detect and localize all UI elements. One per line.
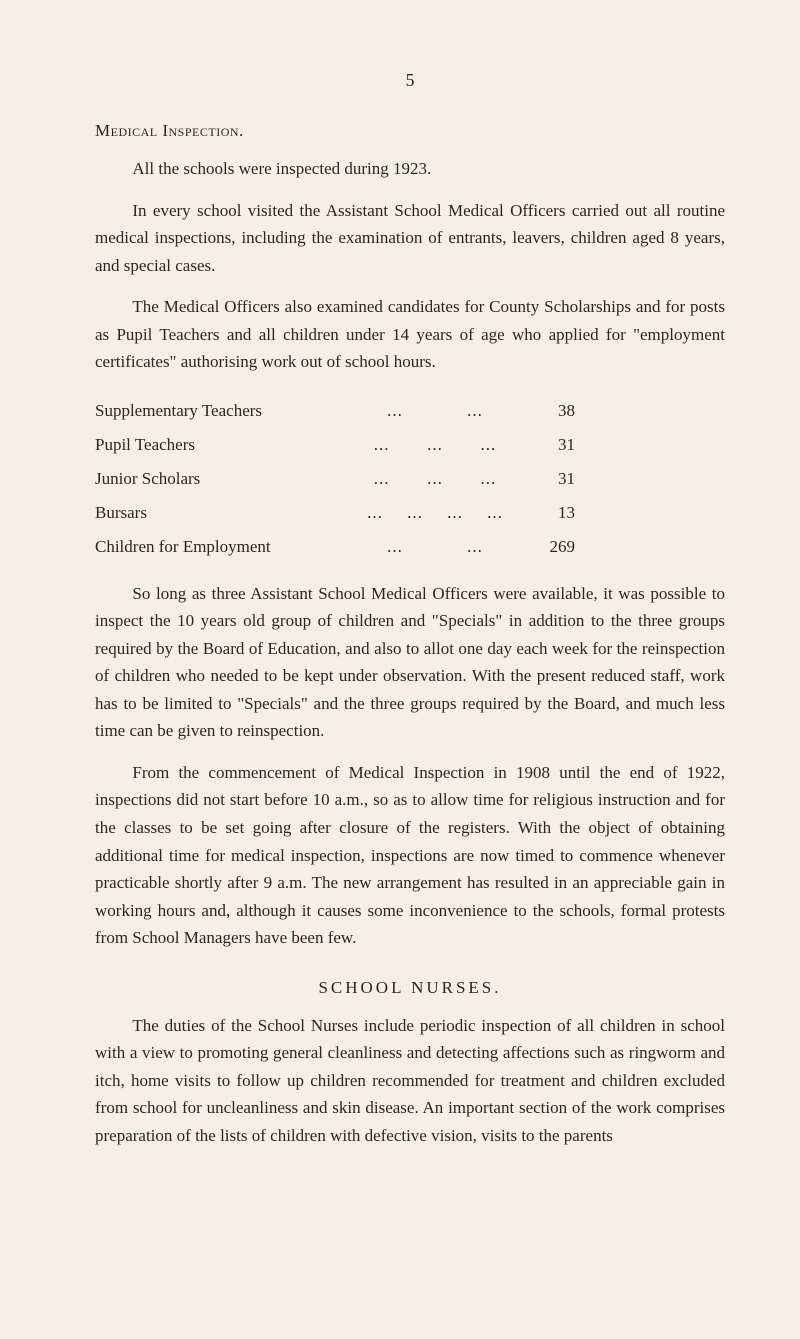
stat-label: Pupil Teachers	[95, 428, 355, 462]
table-row: Junior Scholars ......... 31	[95, 462, 725, 496]
stat-dots: .........	[355, 462, 515, 496]
document-page: 5 Medical Inspection. All the schools we…	[0, 0, 800, 1223]
stat-dots: ......	[355, 394, 515, 428]
body-paragraph: So long as three Assistant School Medica…	[95, 580, 725, 745]
stat-value: 13	[515, 496, 575, 530]
stat-label: Children for Employment	[95, 530, 355, 564]
table-row: Pupil Teachers ......... 31	[95, 428, 725, 462]
stat-dots: ............	[355, 496, 515, 530]
stat-label: Bursars	[95, 496, 355, 530]
body-paragraph: The Medical Officers also examined candi…	[95, 293, 725, 376]
section-heading-school-nurses: SCHOOL NURSES.	[95, 978, 725, 998]
stat-value: 269	[515, 530, 575, 564]
table-row: Supplementary Teachers ...... 38	[95, 394, 725, 428]
body-paragraph: From the commencement of Medical Inspect…	[95, 759, 725, 952]
table-row: Bursars ............ 13	[95, 496, 725, 530]
page-number: 5	[95, 70, 725, 91]
section-heading-medical-inspection: Medical Inspection.	[95, 121, 725, 141]
body-paragraph: All the schools were inspected during 19…	[95, 155, 725, 183]
stat-value: 31	[515, 462, 575, 496]
stat-label: Supplementary Teachers	[95, 394, 355, 428]
statistics-table: Supplementary Teachers ...... 38 Pupil T…	[95, 394, 725, 564]
stat-dots: ......	[355, 530, 515, 564]
stat-value: 38	[515, 394, 575, 428]
body-paragraph: The duties of the School Nurses include …	[95, 1012, 725, 1150]
body-paragraph: In every school visited the Assistant Sc…	[95, 197, 725, 280]
stat-value: 31	[515, 428, 575, 462]
stat-label: Junior Scholars	[95, 462, 355, 496]
table-row: Children for Employment ...... 269	[95, 530, 725, 564]
stat-dots: .........	[355, 428, 515, 462]
